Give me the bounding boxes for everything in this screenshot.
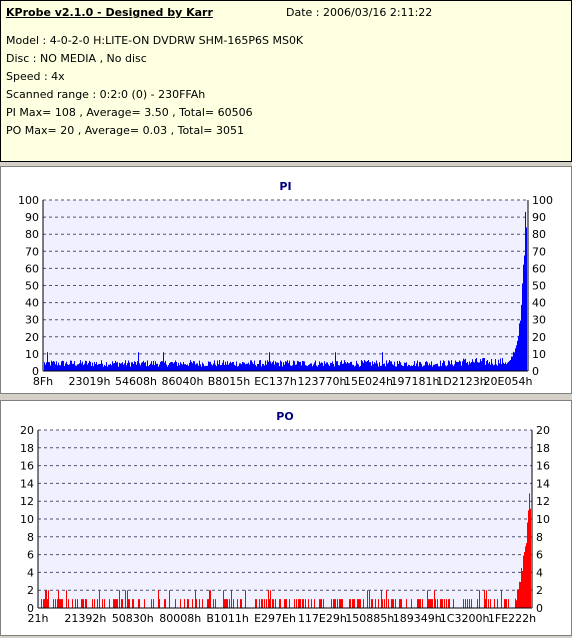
- y-tick-label-left: 16: [20, 460, 34, 473]
- y-tick-label-left: 2: [27, 584, 34, 597]
- po-chart-panel: PO 0 0 2 2 4 4 6 6 8 8 10 10 12 12 14 14 16 16 18 18 20 20 21h 2…: [0, 400, 572, 636]
- y-tick-label-left: 50: [25, 280, 39, 293]
- y-tick-label-left: 14: [20, 477, 34, 490]
- chart-title: PI: [279, 180, 291, 193]
- y-tick-label-left: 40: [25, 297, 39, 310]
- y-tick-label-right: 30: [532, 314, 546, 327]
- y-tick-label-right: 20: [532, 331, 546, 344]
- x-tick-label: B1011h: [206, 612, 249, 625]
- scan-date: Date : 2006/03/16 2:11:22: [286, 6, 433, 19]
- y-tick-label-left: 90: [25, 211, 39, 224]
- x-tick-label: 189349h: [393, 612, 442, 625]
- info-scanned-range: Scanned range : 0:2:0 (0) - 230FFAh: [6, 88, 206, 101]
- y-tick-label-right: 18: [536, 442, 550, 455]
- y-tick-label-left: 4: [27, 566, 34, 579]
- y-tick-label-left: 10: [20, 513, 34, 526]
- info-pi-summary: PI Max= 108 , Average= 3.50 , Total= 605…: [6, 106, 253, 119]
- x-tick-label: 21h: [28, 612, 49, 625]
- y-tick-label-left: 30: [25, 314, 39, 327]
- y-tick-label-left: 8: [27, 531, 34, 544]
- y-tick-label-left: 18: [20, 442, 34, 455]
- y-tick-label-right: 10: [536, 513, 550, 526]
- series-bars: [41, 493, 531, 608]
- x-tick-label: 8Fh: [33, 375, 53, 388]
- info-po-summary: PO Max= 20 , Average= 0.03 , Total= 3051: [6, 124, 244, 137]
- y-tick-label-right: 16: [536, 460, 550, 473]
- x-tick-label: 1C3200h: [440, 612, 490, 625]
- y-tick-label-right: 100: [532, 194, 553, 207]
- y-tick-label-right: 40: [532, 297, 546, 310]
- x-tick-label: 50830h: [112, 612, 154, 625]
- info-model: Model : 4-0-2-0 H:LITE-ON DVDRW SHM-165P…: [6, 34, 304, 47]
- app-title: KProbe v2.1.0 - Designed by Karr: [6, 6, 213, 19]
- x-tick-label: 197181h: [391, 375, 440, 388]
- y-tick-label-left: 6: [27, 549, 34, 562]
- x-tick-label: 54608h: [115, 375, 157, 388]
- y-tick-label-right: 90: [532, 211, 546, 224]
- x-tick-label: 1FE222h: [488, 612, 536, 625]
- x-tick-label: 86040h: [162, 375, 204, 388]
- y-tick-label-right: 70: [532, 245, 546, 258]
- y-tick-label-right: 12: [536, 495, 550, 508]
- pi-chart: PI 0 0 10 10 20 20 30 30 40 40 50 50 60 60 70 70 80 80 90 90…: [18, 180, 553, 388]
- y-tick-label-right: 50: [532, 280, 546, 293]
- info-speed: Speed : 4x: [6, 70, 65, 83]
- x-tick-label: 123770h: [298, 375, 347, 388]
- y-tick-label-left: 60: [25, 262, 39, 275]
- x-tick-label: 21392h: [64, 612, 106, 625]
- series-bars: [44, 211, 527, 371]
- y-tick-label-left: 10: [25, 348, 39, 361]
- y-tick-label-right: 8: [536, 531, 543, 544]
- x-tick-label: 117E29h: [298, 612, 347, 625]
- x-tick-label: 20E054h: [484, 375, 533, 388]
- y-tick-label-left: 20: [20, 424, 34, 437]
- y-tick-label-left: 70: [25, 245, 39, 258]
- info-panel: KProbe v2.1.0 - Designed by Karr Date : …: [0, 0, 572, 162]
- x-tick-label: 80008h: [159, 612, 201, 625]
- y-tick-label-right: 14: [536, 477, 550, 490]
- y-tick-label-left: 100: [18, 194, 39, 207]
- y-tick-label-right: 20: [536, 424, 550, 437]
- y-tick-label-right: 6: [536, 549, 543, 562]
- x-tick-label: 23019h: [69, 375, 111, 388]
- y-tick-label-left: 0: [27, 602, 34, 615]
- x-tick-label: 15E024h: [344, 375, 393, 388]
- y-tick-label-left: 0: [32, 365, 39, 378]
- chart-title: PO: [276, 410, 293, 423]
- y-tick-label-right: 60: [532, 262, 546, 275]
- y-tick-label-right: 4: [536, 566, 543, 579]
- x-tick-label: E297Eh: [254, 612, 296, 625]
- y-tick-label-right: 2: [536, 584, 543, 597]
- po-chart: PO 0 0 2 2 4 4 6 6 8 8 10 10 12 12 14 14 16 16 18 18 20 20 21h 2…: [20, 410, 550, 625]
- x-tick-label: B8015h: [208, 375, 251, 388]
- y-tick-label-right: 80: [532, 228, 546, 241]
- info-disc: Disc : NO MEDIA , No disc: [6, 52, 147, 65]
- y-tick-label-left: 12: [20, 495, 34, 508]
- y-tick-label-left: 80: [25, 228, 39, 241]
- x-tick-label: 150885h: [345, 612, 394, 625]
- pi-chart-panel: PI 0 0 10 10 20 20 30 30 40 40 50 50 60 60 70 70 80 80 90 90…: [0, 166, 572, 394]
- x-tick-label: 1D2123h: [436, 375, 486, 388]
- x-tick-label: EC137h: [254, 375, 297, 388]
- y-tick-label-right: 0: [536, 602, 543, 615]
- y-tick-label-right: 0: [532, 365, 539, 378]
- y-tick-label-right: 10: [532, 348, 546, 361]
- y-tick-label-left: 20: [25, 331, 39, 344]
